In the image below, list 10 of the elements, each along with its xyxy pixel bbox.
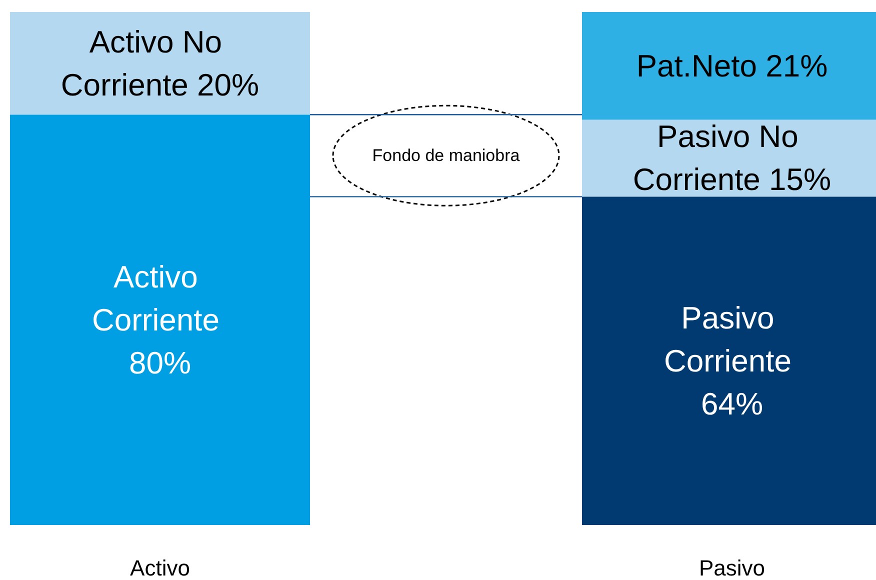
series-label: Pasivo Corriente: [664, 300, 800, 378]
data-label: 64%: [700, 386, 764, 422]
text: Activo No Corriente 20%: [60, 24, 260, 102]
series-label: Activo Corriente: [92, 259, 228, 338]
data-label: 80%: [128, 345, 192, 380]
text: Pat.Neto 21%: [636, 48, 828, 84]
x-tick-label: Activo: [130, 556, 190, 580]
text: Pasivo No Corriente 15%: [632, 119, 832, 198]
x-tick-label: Pasivo: [698, 556, 766, 580]
annotation: Fondo de maniobra: [372, 146, 520, 166]
